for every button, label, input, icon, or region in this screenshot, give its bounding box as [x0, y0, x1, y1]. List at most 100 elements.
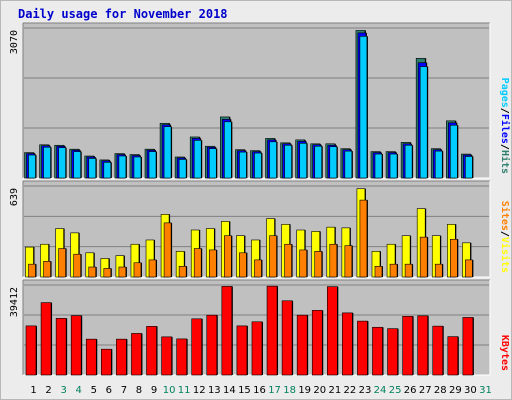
bar-kbytes-6 — [101, 348, 112, 376]
panel-visits-sites: 639 Sites/Visits — [9, 180, 511, 278]
legend-entry: Visits — [499, 237, 511, 273]
bar-kbytes-30 — [462, 317, 474, 376]
y-max-label: 3070 — [9, 30, 20, 54]
legend-hits-files-pages: Pages/Files/Hits — [499, 78, 511, 174]
legend-entry: / — [499, 231, 510, 237]
bar-pages-5 — [88, 158, 97, 179]
bar-kbytes-21 — [326, 286, 338, 376]
bar-kbytes-25 — [387, 328, 398, 376]
bar-sites-11 — [178, 266, 187, 278]
legend-entry: Hits — [499, 150, 511, 174]
bar-kbytes-11 — [176, 338, 187, 376]
bar-kbytes-13 — [206, 314, 218, 376]
bar-kbytes-18 — [281, 300, 293, 376]
x-tick-label-17: 17 — [268, 385, 281, 396]
bar-pages-18 — [284, 144, 292, 179]
bar-kbytes-23 — [357, 320, 368, 376]
legend-entry: / — [499, 144, 510, 150]
legend-entry: Pages — [499, 78, 510, 108]
panel-kbytes: 39412 KBytes — [9, 279, 510, 376]
x-tick-label-26: 26 — [404, 385, 417, 396]
x-tick-label-14: 14 — [223, 385, 236, 396]
bar-pages-12 — [193, 140, 202, 179]
bar-sites-21 — [329, 243, 338, 278]
bar-sites-1 — [28, 263, 36, 278]
bar-sites-5 — [88, 266, 97, 278]
bar-pages-15 — [239, 151, 247, 179]
bar-sites-25 — [389, 263, 398, 278]
bar-pages-30 — [465, 156, 473, 179]
bar-pages-29 — [450, 124, 458, 179]
bar-kbytes-24 — [372, 326, 383, 376]
x-tick-label-12: 12 — [193, 385, 206, 396]
bar-pages-1 — [28, 154, 36, 179]
legend-kbytes: KBytes — [499, 335, 510, 371]
x-tick-label-29: 29 — [449, 385, 462, 396]
x-tick-label-6: 6 — [106, 385, 112, 396]
x-tick-label-1: 1 — [30, 385, 36, 396]
bar-pages-7 — [118, 155, 127, 179]
bar-sites-18 — [284, 243, 292, 278]
bar-pages-10 — [163, 126, 172, 179]
bar-kbytes-19 — [296, 314, 308, 376]
bar-sites-23 — [359, 199, 368, 278]
x-tick-label-23: 23 — [359, 385, 372, 396]
bar-sites-22 — [344, 245, 353, 278]
bar-kbytes-10 — [161, 336, 172, 376]
x-tick-label-27: 27 — [419, 385, 432, 396]
bar-pages-2 — [43, 146, 51, 179]
bar-sites-30 — [465, 259, 473, 278]
bar-pages-4 — [73, 151, 81, 179]
x-tick-label-3: 3 — [60, 385, 66, 396]
x-tick-label-19: 19 — [298, 385, 311, 396]
bar-kbytes-14 — [221, 286, 233, 376]
bar-kbytes-22 — [342, 312, 353, 376]
bar-sites-17 — [269, 235, 277, 278]
bar-pages-6 — [103, 162, 112, 179]
bar-sites-29 — [450, 238, 458, 278]
x-tick-label-15: 15 — [238, 385, 251, 396]
x-tick-label-18: 18 — [283, 385, 296, 396]
bar-sites-6 — [103, 268, 112, 278]
bar-pages-3 — [58, 147, 66, 179]
y-max-label: 639 — [9, 188, 20, 206]
bar-pages-16 — [254, 152, 262, 179]
bar-pages-9 — [148, 151, 157, 179]
x-tick-label-2: 2 — [45, 385, 51, 396]
bar-sites-19 — [299, 249, 307, 278]
bar-pages-11 — [178, 159, 187, 179]
bar-pages-21 — [329, 146, 338, 179]
x-tick-label-22: 22 — [344, 385, 357, 396]
x-tick-label-8: 8 — [136, 385, 142, 396]
x-tick-label-10: 10 — [163, 385, 176, 396]
bar-pages-20 — [314, 145, 323, 179]
bar-pages-8 — [133, 156, 142, 179]
bar-pages-14 — [224, 121, 232, 179]
bar-sites-16 — [254, 259, 262, 278]
bar-sites-7 — [118, 266, 127, 278]
bar-sites-15 — [239, 252, 247, 278]
bar-pages-28 — [434, 150, 443, 179]
bar-pages-26 — [404, 144, 413, 179]
bar-pages-13 — [208, 148, 217, 179]
bar-sites-3 — [58, 248, 66, 278]
bar-kbytes-27 — [417, 315, 428, 376]
legend-entry: Files — [499, 114, 511, 144]
x-tick-label-21: 21 — [328, 385, 341, 396]
bar-kbytes-15 — [236, 325, 248, 376]
bar-kbytes-17 — [266, 285, 278, 376]
bar-sites-24 — [374, 266, 383, 278]
bar-sites-13 — [208, 249, 217, 278]
bar-kbytes-16 — [251, 321, 263, 376]
bar-sites-26 — [404, 263, 413, 278]
legend-entry: KBytes — [499, 335, 510, 371]
x-tick-label-7: 7 — [121, 385, 127, 396]
x-tick-label-28: 28 — [434, 385, 447, 396]
page-title: Daily usage for November 2018 — [18, 7, 228, 21]
bar-sites-12 — [193, 248, 202, 278]
bar-kbytes-28 — [432, 325, 444, 376]
bar-kbytes-29 — [447, 336, 459, 376]
bar-pages-22 — [344, 150, 353, 179]
bar-sites-4 — [73, 253, 81, 278]
